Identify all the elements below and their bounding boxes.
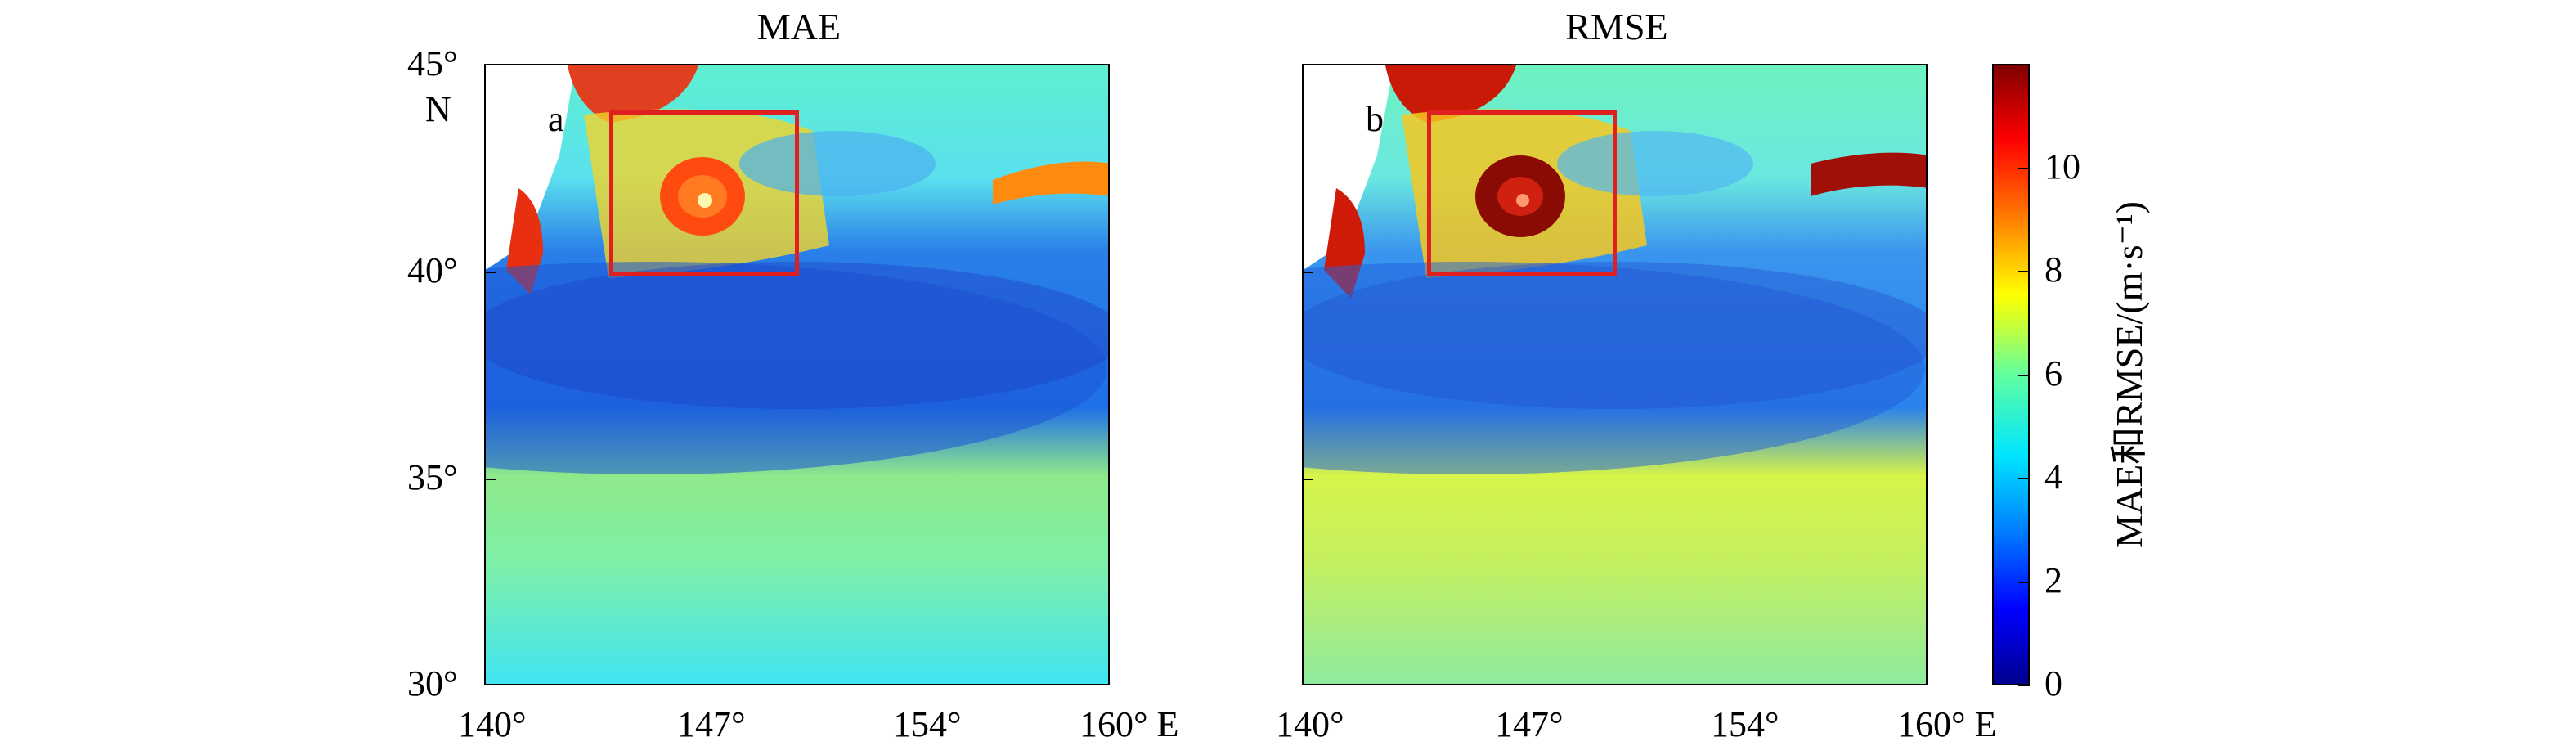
panel-a-xtick-160: 160° E bbox=[1079, 704, 1179, 744]
panel-b-heatmap: b bbox=[1302, 64, 1928, 685]
panel-a-title: MAE bbox=[756, 6, 841, 47]
colorbar-tick-8: 8 bbox=[2044, 249, 2062, 290]
panel-b-ytick-mark bbox=[1302, 272, 1313, 273]
ytick-40: 40° bbox=[407, 250, 458, 290]
panel-a-xtick-140: 140° bbox=[458, 704, 527, 744]
ytick-45: 45° bbox=[407, 43, 458, 83]
colorbar-tick-mark bbox=[2018, 478, 2030, 479]
colorbar-tick-10: 10 bbox=[2044, 146, 2080, 187]
ytick-35: 35° bbox=[407, 457, 458, 497]
panel-a-ytick-mark bbox=[484, 272, 496, 273]
colorbar-tick-mark bbox=[2018, 685, 2030, 686]
panel-b-xtick-140: 140° bbox=[1276, 704, 1344, 744]
ytick-north: N bbox=[425, 89, 451, 129]
colorbar-tick-4: 4 bbox=[2044, 456, 2062, 497]
colorbar-tick-0: 0 bbox=[2044, 663, 2062, 703]
panel-b-xtick-154: 154° bbox=[1711, 704, 1779, 744]
panel-a-label: a bbox=[548, 99, 564, 139]
colorbar-tick-2: 2 bbox=[2044, 560, 2062, 600]
panel-a-highlight-box bbox=[609, 110, 799, 276]
colorbar-label: MAE和RMSE/(m·s⁻¹) bbox=[2108, 201, 2150, 548]
panel-a-xtick-154: 154° bbox=[893, 704, 962, 744]
colorbar-tick-mark bbox=[2018, 168, 2030, 169]
panel-a-heatmap: a bbox=[484, 64, 1110, 685]
colorbar-tick-mark bbox=[2018, 271, 2030, 272]
panel-a-xtick-147: 147° bbox=[677, 704, 746, 744]
panel-b-xtick-147: 147° bbox=[1495, 704, 1564, 744]
panel-b-label: b bbox=[1366, 99, 1384, 139]
panel-a-ytick-mark bbox=[484, 479, 496, 480]
colorbar-tick-6: 6 bbox=[2044, 353, 2062, 393]
panel-b-xtick-160: 160° E bbox=[1897, 704, 1997, 744]
ytick-30: 30° bbox=[407, 663, 458, 703]
colorbar-tick-mark bbox=[2018, 582, 2030, 583]
panel-b-title: RMSE bbox=[1565, 6, 1668, 47]
panel-b-highlight-box bbox=[1427, 110, 1617, 276]
colorbar-tick-mark bbox=[2018, 375, 2030, 376]
panel-b-ytick-mark bbox=[1302, 479, 1313, 480]
